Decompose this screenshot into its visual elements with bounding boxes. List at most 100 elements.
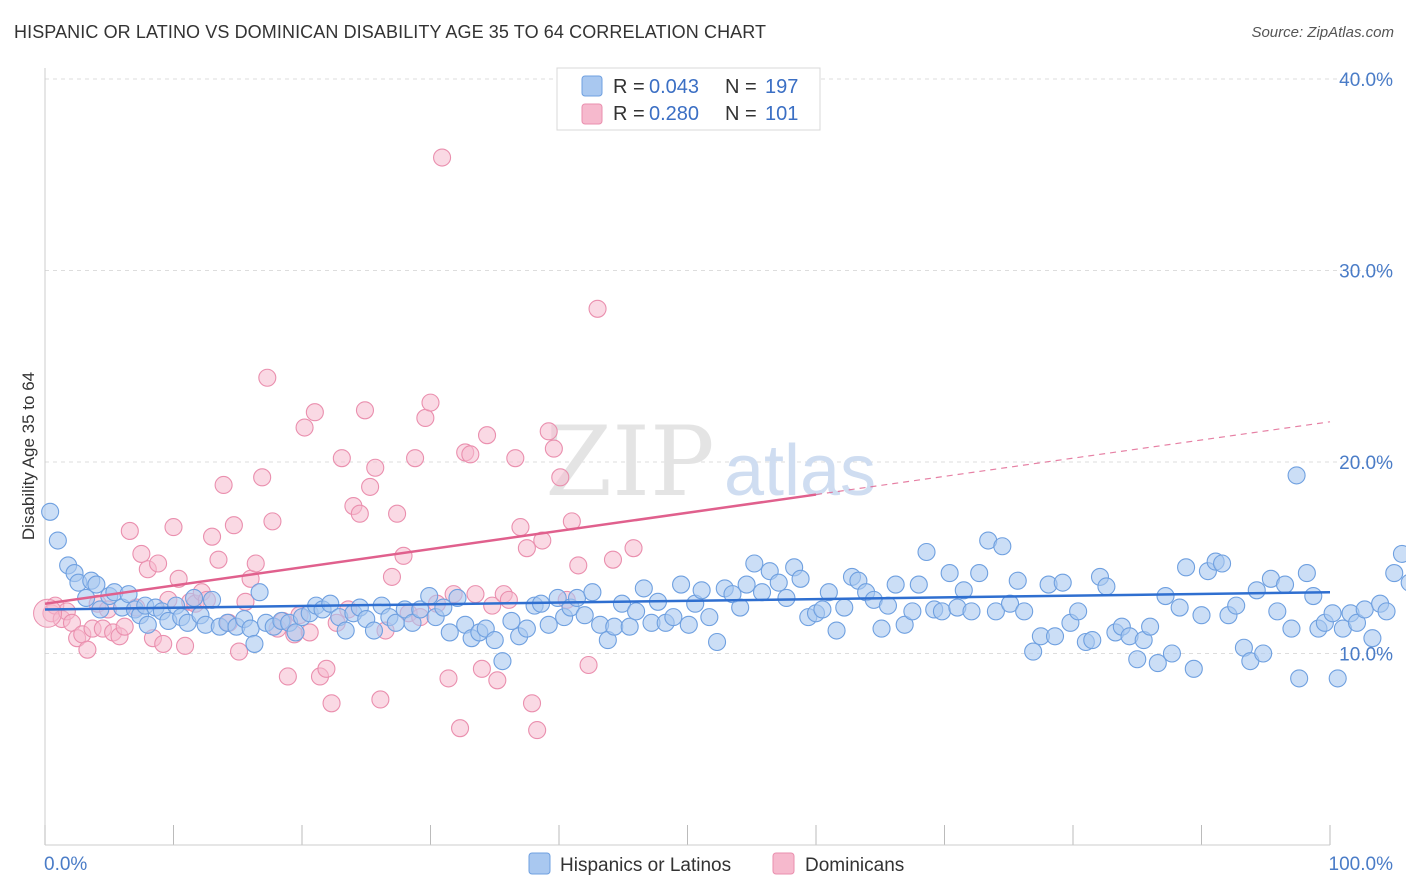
dominicans-point	[78, 640, 97, 659]
legend-n-label-0: N =	[725, 76, 757, 98]
hispanics-points	[41, 466, 1406, 688]
dominicans-point	[350, 504, 369, 523]
hispanics-point	[485, 631, 504, 650]
hispanics-point	[1156, 586, 1175, 606]
dominicans-point	[539, 422, 558, 441]
y-tick-label: 40.0%	[1339, 70, 1393, 91]
hispanics-point	[1170, 598, 1189, 617]
hispanics-point	[672, 575, 691, 594]
bottom-legend-swatch-pink	[772, 852, 795, 875]
hispanics-point	[1227, 596, 1246, 615]
hispanics-point	[1275, 575, 1295, 594]
watermark: ZIP atlas	[545, 406, 876, 518]
dominicans-point	[569, 556, 588, 575]
dominicans-point	[528, 721, 547, 740]
source-label: Source: ZipAtlas.com	[1251, 24, 1394, 41]
watermark-zip: ZIP	[545, 406, 714, 518]
hispanics-point	[1323, 604, 1342, 623]
hispanics-point	[737, 575, 756, 594]
hispanics-point	[1177, 558, 1196, 577]
dominicans-point	[366, 458, 385, 477]
hispanics-point	[986, 602, 1005, 621]
hispanics-point	[634, 579, 653, 598]
dominicans-point	[203, 527, 222, 546]
y-axis-label: Disability Age 35 to 64	[19, 372, 38, 540]
legend-r-value-1: 0.280	[649, 103, 699, 125]
hispanics-point	[1297, 564, 1316, 583]
dominicans-point	[229, 642, 249, 661]
dominicans-point	[522, 694, 542, 713]
hispanics-point	[185, 588, 204, 608]
hispanics-point	[954, 581, 973, 600]
hispanics-point	[1254, 644, 1273, 663]
watermark-atlas: atlas	[724, 431, 876, 511]
dominicans-point	[588, 299, 607, 318]
hispanics-point	[708, 632, 727, 652]
dominicans-point	[295, 418, 314, 437]
hispanics-point	[575, 606, 594, 625]
hispanics-point	[1213, 554, 1232, 573]
hispanics-point	[1268, 602, 1287, 621]
hispanics-point	[1385, 564, 1404, 583]
legend-n-label-1: N =	[725, 103, 757, 125]
hispanics-point	[336, 621, 355, 640]
hispanics-point	[700, 608, 719, 627]
hispanics-point	[745, 554, 764, 573]
hispanics-point	[993, 537, 1012, 556]
hispanics-point	[1128, 650, 1147, 669]
dominicans-point	[317, 659, 336, 678]
dominicans-point	[439, 669, 458, 688]
dominicans-point	[33, 598, 63, 628]
hispanics-point	[440, 623, 459, 642]
bottom-legend: Hispanics or Latinos Dominicans	[528, 852, 904, 876]
dominicans-point	[322, 694, 341, 713]
hispanics-point	[1053, 573, 1072, 592]
dominicans-point	[488, 671, 507, 690]
hispanics-point	[567, 588, 587, 608]
hispanics-point	[612, 594, 632, 613]
dominicans-trend-extension	[815, 421, 1331, 496]
dominicans-point	[421, 393, 440, 412]
dominicans-point	[579, 655, 598, 675]
hispanics-point	[835, 598, 854, 617]
bottom-legend-dominicans: Dominicans	[805, 855, 904, 876]
hispanics-point	[420, 586, 439, 606]
hispanics-point	[1363, 629, 1382, 648]
dominicans-point	[483, 596, 502, 615]
dominicans-point	[164, 518, 183, 537]
hispanics-point	[583, 583, 602, 602]
hispanics-point	[1024, 642, 1043, 661]
hispanics-point	[448, 588, 467, 608]
dominicans-point	[263, 512, 282, 531]
hispanics-point	[1392, 544, 1406, 563]
legend-swatch-blue	[581, 75, 603, 97]
legend-r-label-1: R =	[613, 103, 645, 125]
dominicans-point	[394, 546, 413, 565]
dominicans-point	[355, 401, 375, 420]
hispanics-point	[932, 602, 951, 621]
hispanics-point	[1045, 627, 1065, 646]
hispanics-point	[1247, 581, 1266, 600]
dominicans-point	[382, 567, 402, 586]
hispanics-point	[664, 608, 683, 627]
dominicans-point	[433, 148, 452, 167]
hispanics-point	[364, 621, 384, 640]
hispanics-point	[1184, 659, 1203, 678]
dominicans-point	[472, 659, 491, 678]
hispanics-point	[41, 502, 60, 521]
hispanics-point	[1000, 594, 1020, 613]
hispanics-point	[1192, 606, 1211, 625]
hispanics-point	[878, 596, 898, 615]
legend-n-value-0: 197	[765, 76, 798, 98]
dominicans-point	[551, 468, 570, 487]
dominicans-point	[544, 439, 563, 458]
dominicans-point	[466, 585, 485, 604]
dominicans-point	[332, 449, 351, 468]
hispanics-point	[917, 542, 936, 562]
hispanics-point	[203, 590, 222, 609]
x-tick-min: 0.0%	[44, 854, 87, 875]
dominicans-point	[406, 449, 425, 468]
dominicans-points	[33, 148, 643, 740]
hispanics-point	[241, 619, 260, 638]
